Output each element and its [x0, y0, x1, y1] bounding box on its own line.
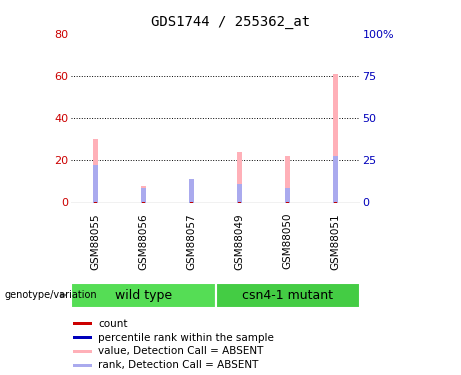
Text: GSM88055: GSM88055 [90, 213, 100, 270]
Bar [93, 165, 98, 202]
Text: percentile rank within the sample: percentile rank within the sample [98, 333, 274, 342]
Text: rank, Detection Call = ABSENT: rank, Detection Call = ABSENT [98, 360, 258, 370]
Text: GSM88056: GSM88056 [138, 213, 148, 270]
Bar [237, 183, 242, 203]
Bar [93, 139, 98, 202]
Text: GSM88049: GSM88049 [235, 213, 244, 270]
Bar [141, 188, 146, 202]
Text: value, Detection Call = ABSENT: value, Detection Call = ABSENT [98, 346, 263, 357]
Bar [73, 350, 92, 353]
Bar [333, 156, 338, 203]
Bar [141, 186, 146, 202]
Bar [73, 336, 92, 339]
Bar [73, 322, 92, 325]
Bar [73, 364, 92, 367]
Text: GSM88050: GSM88050 [283, 213, 293, 270]
Text: GDS1744 / 255362_at: GDS1744 / 255362_at [151, 15, 310, 29]
Text: genotype/variation: genotype/variation [5, 290, 97, 300]
Text: wild type: wild type [115, 289, 172, 302]
Text: GSM88051: GSM88051 [331, 213, 341, 270]
Bar [333, 74, 338, 202]
Bar [284, 156, 290, 203]
Text: csn4-1 mutant: csn4-1 mutant [242, 289, 333, 302]
Bar [285, 188, 290, 202]
Bar [215, 283, 360, 308]
Bar [189, 179, 195, 203]
Bar [189, 179, 194, 203]
Text: GSM88057: GSM88057 [187, 213, 196, 270]
Text: count: count [98, 319, 127, 328]
Bar [236, 152, 242, 202]
Bar [71, 283, 215, 308]
